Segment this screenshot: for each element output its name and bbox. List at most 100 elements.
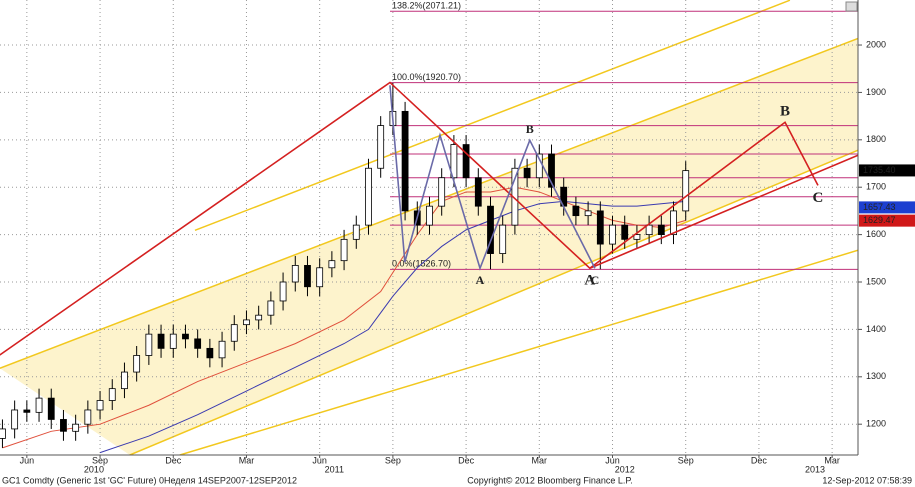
candle-body [426, 205, 433, 226]
x-tick-label: Jun [20, 455, 35, 465]
candle-body [35, 397, 43, 413]
candle-body [243, 319, 250, 326]
x-year-label: 2012 [615, 464, 635, 474]
wave-label: C [813, 190, 824, 206]
candle-body [169, 333, 177, 349]
candle-body [108, 388, 116, 401]
candle-body [438, 177, 446, 207]
candle-body [96, 400, 104, 411]
candle-body [255, 314, 263, 321]
candle-body [340, 238, 348, 262]
candle-body [316, 267, 324, 288]
channel-band [0, 38, 858, 455]
candle-body [548, 153, 555, 188]
y-tick-label: 1900 [866, 87, 886, 97]
moving-average [99, 200, 686, 454]
channel-line [0, 37, 858, 369]
menu-icon[interactable] [845, 1, 858, 12]
candle-body [645, 224, 653, 236]
candle-body [182, 333, 189, 340]
candle-body [0, 428, 6, 439]
candle-body [487, 205, 494, 254]
candle-body [206, 347, 214, 359]
x-year-label: 2013 [805, 464, 825, 474]
candle-body [267, 300, 275, 316]
x-tick-label: Dec [165, 455, 182, 465]
candle-body [145, 333, 153, 356]
candle-body [609, 224, 616, 245]
candle-body [157, 333, 165, 349]
candle-body [450, 144, 458, 179]
candle-body [657, 224, 665, 236]
candle-body [194, 338, 202, 349]
price-tag [859, 214, 915, 227]
candle-body [279, 281, 287, 302]
x-tick-label: Mar [239, 455, 255, 465]
candle-body [328, 260, 336, 269]
candle-body [218, 340, 226, 359]
price-tag [859, 164, 915, 177]
wave-label: A [584, 273, 595, 289]
candle-body [11, 409, 19, 430]
wave-line [589, 154, 858, 269]
candle-body [377, 125, 385, 169]
y-tick-label: 2000 [866, 39, 886, 49]
candle-body [291, 265, 299, 283]
wave-line [389, 85, 596, 271]
y-tick-label: 1800 [866, 134, 886, 144]
price-tag-label: 1657.43 [863, 202, 896, 212]
channel-line [129, 149, 858, 455]
y-tick-label: 1700 [866, 182, 886, 192]
x-year-label: 2011 [325, 464, 344, 474]
y-tick-label: 1400 [866, 324, 886, 334]
price-tag-label: 1629.47 [863, 215, 896, 225]
candle-body [121, 371, 128, 390]
candle-body [84, 409, 92, 425]
candle-body [499, 224, 507, 254]
candle-body [523, 167, 531, 179]
x-tick-label: Jun [312, 455, 327, 465]
price-tag [859, 201, 915, 214]
y-tick-label: 1600 [866, 229, 886, 239]
x-tick-label: Jun [605, 455, 620, 465]
footer-right: 12-Sep-2012 07:58:39 [822, 475, 912, 485]
candle-body [474, 177, 482, 207]
candle-body [365, 167, 372, 226]
candle-body [462, 144, 470, 179]
wave-label: A [476, 273, 485, 287]
fib-label: 138.2%(2071.21) [392, 1, 461, 11]
candle-body [584, 210, 592, 217]
x-year-label: 2010 [84, 464, 104, 474]
candle-body [621, 224, 629, 240]
price-tag-label: 1735.40 [863, 165, 896, 175]
candle-body [352, 224, 360, 240]
x-tick-label: Dec [458, 455, 475, 465]
candle-body [572, 205, 580, 217]
candle-body [401, 110, 409, 212]
x-tick-label: Dec [751, 455, 768, 465]
x-tick-label: Sep [678, 455, 694, 465]
y-tick-label: 1500 [866, 276, 886, 286]
candle-body [60, 419, 67, 432]
candle-body [670, 210, 677, 236]
candle-body [230, 324, 238, 342]
channel-line [179, 249, 858, 455]
plot-area: 138.2%(2071.21)100.0%(1920.70)0.0%(1526.… [0, 0, 858, 455]
wave-label: B [780, 104, 790, 120]
candle-body [133, 355, 141, 373]
wave-label: B [526, 122, 534, 136]
y-tick-label: 1300 [866, 371, 886, 381]
x-tick-label: Sep [385, 455, 401, 465]
x-tick-label: Mar [532, 455, 548, 465]
candle-body [596, 210, 604, 245]
x-tick-label: Mar [824, 455, 840, 465]
x-tick-label: Sep [92, 455, 108, 465]
candle-body [23, 409, 31, 413]
fib-label: 100.0%(1920.70) [392, 72, 461, 82]
y-tick-label: 1200 [866, 419, 886, 429]
candle-body [72, 423, 80, 432]
wave-label: C [591, 273, 600, 287]
